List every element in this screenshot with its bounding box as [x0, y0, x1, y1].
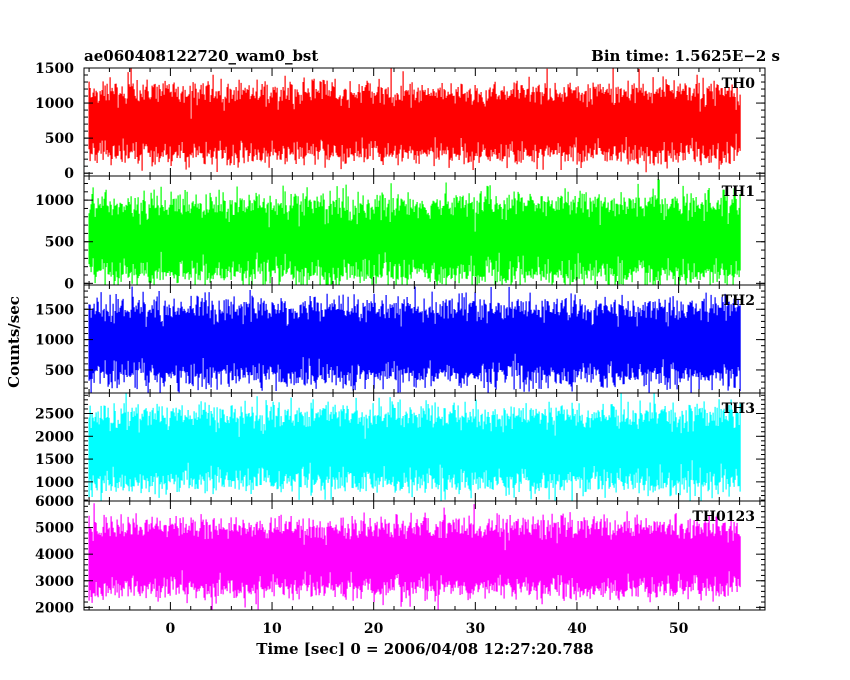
figure-title: ae060408122720_wam0_bst — [84, 47, 318, 65]
panel-label: TH3 — [722, 401, 755, 417]
panel-stack: 0 500 1000 1500 TH0 0 500 1000 TH1 500 1000 1500 TH2… — [35, 61, 766, 616]
panel-th0: 0 500 1000 1500 TH0 — [35, 61, 766, 182]
y-tick-label: 1500 — [35, 452, 74, 468]
panel-th1: 0 500 1000 TH1 — [35, 175, 766, 292]
y-tick-label: 0 — [64, 166, 74, 182]
x-tick-label: 0 — [166, 621, 176, 637]
panel-th3: 1000 1500 2000 2500 TH3 — [35, 392, 766, 502]
series-th0123 — [88, 503, 741, 610]
x-tick-label: 50 — [669, 621, 689, 637]
series-th0 — [88, 68, 741, 173]
x-axis-label: Time [sec] 0 = 2006/04/08 12:27:20.788 — [256, 640, 593, 658]
y-tick-label: 2000 — [35, 600, 74, 616]
panel-frame — [83, 500, 766, 611]
y-tick-label: 4000 — [35, 547, 74, 563]
y-tick-label: 500 — [45, 235, 74, 251]
panel-label: TH0123 — [692, 509, 755, 525]
panel-label: TH1 — [722, 184, 755, 200]
panel-th2: 500 1000 1500 TH2 — [35, 284, 766, 394]
y-tick-label: 1000 — [35, 475, 74, 491]
x-axis: 0 10 20 30 40 50 — [166, 621, 689, 637]
y-tick-label: 1000 — [35, 193, 74, 209]
bin-time-label: Bin time: 1.5625E−2 s — [591, 47, 780, 65]
y-tick-label: 1000 — [35, 333, 74, 349]
x-tick-label: 10 — [262, 621, 282, 637]
y-tick-label: 3000 — [35, 574, 74, 590]
panel-label: TH2 — [722, 293, 755, 309]
y-tick-label: 2500 — [35, 407, 74, 423]
series-th3 — [88, 393, 741, 501]
x-tick-label: 40 — [567, 621, 587, 637]
series-th2 — [88, 286, 741, 393]
y-tick-label: 0 — [64, 276, 74, 292]
y-tick-label: 6000 — [35, 494, 74, 510]
y-tick-label: 500 — [45, 131, 74, 147]
x-tick-label: 30 — [466, 621, 486, 637]
series-th1 — [88, 179, 741, 285]
panel-label: TH0 — [722, 76, 756, 92]
y-tick-label: 2000 — [35, 429, 74, 445]
y-tick-label: 5000 — [35, 521, 74, 537]
y-axis-label: Counts/sec — [5, 296, 23, 388]
y-tick-label: 1000 — [35, 96, 74, 112]
y-tick-label: 1500 — [35, 61, 74, 77]
y-tick-label: 1500 — [35, 302, 74, 318]
y-tick-label: 500 — [45, 363, 74, 379]
panel-th0123: 2000 3000 4000 5000 6000 TH0123 — [35, 494, 766, 616]
x-tick-label: 20 — [364, 621, 384, 637]
